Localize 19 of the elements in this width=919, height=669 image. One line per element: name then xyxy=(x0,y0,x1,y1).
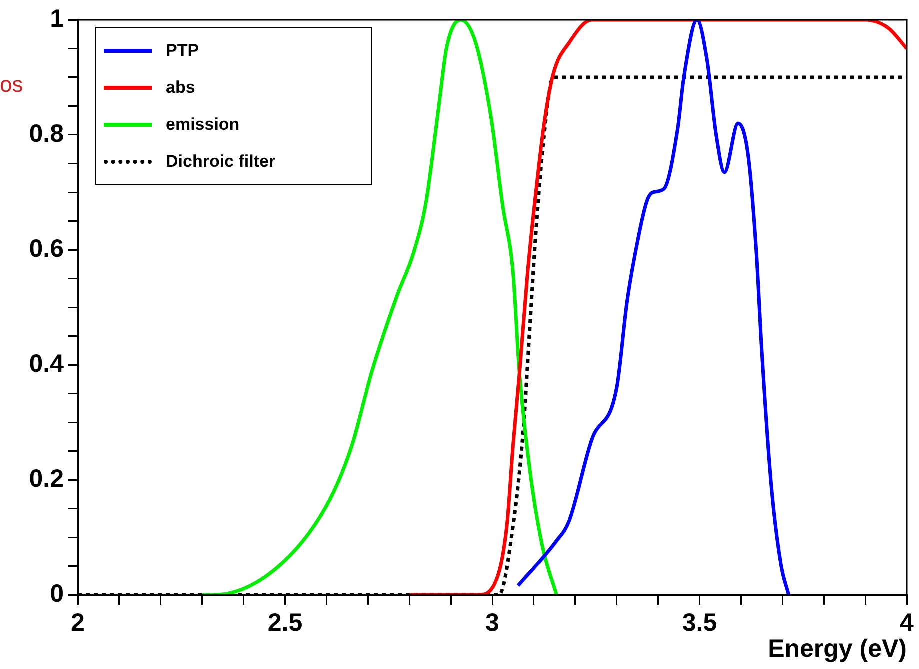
y-tick-label: 0.8 xyxy=(29,120,64,148)
x-tick-label: 3 xyxy=(486,608,500,637)
y-tick-label: 0.4 xyxy=(29,350,64,378)
x-tick-label: 2 xyxy=(71,608,85,637)
line-series xyxy=(516,20,791,595)
line-series xyxy=(408,20,907,595)
legend-label: abs xyxy=(166,78,196,98)
x-tick-label: 2.5 xyxy=(268,608,303,637)
y-tick-label: 0.6 xyxy=(29,234,64,263)
x-tick-label: 3.5 xyxy=(682,608,718,637)
text: os xyxy=(0,72,24,98)
y-tick-label: 0 xyxy=(50,580,64,608)
legend-label: emission xyxy=(166,114,240,134)
y-tick-label: 1 xyxy=(50,4,64,33)
legend-label: Dichroic filter xyxy=(166,152,276,172)
y-tick-label: 0.2 xyxy=(29,464,64,493)
x-tick-label: 4 xyxy=(900,608,914,637)
x-axis-title: Energy (eV) xyxy=(768,634,907,663)
legend-label: PTP xyxy=(166,40,200,60)
